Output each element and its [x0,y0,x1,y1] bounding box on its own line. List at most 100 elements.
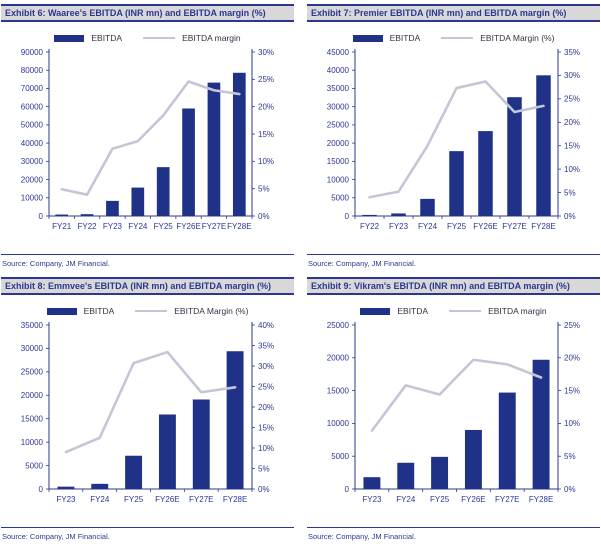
source-note: Source: Company, JM Financial. [2,259,110,268]
svg-text:0%: 0% [564,485,576,494]
svg-text:10000: 10000 [327,419,350,428]
svg-text:15%: 15% [258,130,274,139]
svg-text:20000: 20000 [327,139,350,148]
svg-text:35%: 35% [258,341,274,350]
svg-text:10000: 10000 [327,175,350,184]
svg-text:FY27E: FY27E [202,222,226,231]
svg-text:10%: 10% [564,419,580,428]
svg-text:35000: 35000 [327,84,350,93]
exhibit-title-bar: Exhibit 9: Vikram's EBITDA (INR mn) and … [307,277,600,295]
svg-text:FY22: FY22 [78,222,98,231]
chart-panel-premier: Exhibit 7: Premier EBITDA (INR mn) and E… [307,0,600,273]
ebitda-combo-chart: 0 5000 10000 15000 20000 25000 30000 35000 0% 5% 1… [21,321,274,504]
panel-footer: Source: Company, JM Financial. [1,254,294,273]
svg-text:15000: 15000 [327,386,350,395]
svg-text:25%: 25% [564,321,580,330]
svg-text:15%: 15% [258,423,274,432]
chart-legend: EBITDA EBITDA Margin (%) [307,32,600,44]
svg-text:0: 0 [345,212,350,221]
svg-text:20%: 20% [258,102,274,111]
ebitda-combo-chart: 0 5000 10000 15000 20000 25000 0% 5% 10% 15% 20% 25… [327,321,580,504]
chart-legend: EBITDA EBITDA margin [1,32,294,44]
svg-text:40000: 40000 [327,66,350,75]
svg-text:20000: 20000 [21,391,44,400]
svg-text:25%: 25% [258,382,274,391]
source-divider [1,254,294,255]
svg-text:45000: 45000 [327,48,350,57]
svg-text:FY25: FY25 [430,495,450,504]
legend-line-swatch [135,310,168,312]
exhibit-title-bar: Exhibit 7: Premier EBITDA (INR mn) and E… [307,4,600,22]
svg-text:FY22: FY22 [360,222,380,231]
svg-text:30000: 30000 [21,344,44,353]
legend-line-swatch [441,37,474,39]
legend-bar-swatch [46,307,77,315]
svg-text:0: 0 [39,212,44,221]
svg-text:60000: 60000 [21,102,44,111]
source-note: Source: Company, JM Financial. [308,532,416,541]
svg-text:40%: 40% [258,321,274,330]
legend-bar-swatch [360,307,391,315]
svg-text:0%: 0% [258,485,270,494]
svg-text:25%: 25% [258,75,274,84]
legend-bar-label: EBITDA [83,306,115,316]
svg-text:5000: 5000 [331,194,349,203]
svg-text:0: 0 [39,485,44,494]
svg-text:90000: 90000 [21,48,44,57]
svg-text:40000: 40000 [21,139,44,148]
legend-bar-label: EBITDA [91,33,123,43]
svg-text:FY24: FY24 [90,495,110,504]
svg-text:FY25: FY25 [154,222,174,231]
svg-text:5%: 5% [258,184,270,193]
svg-text:FY24: FY24 [128,222,148,231]
svg-text:10000: 10000 [21,438,44,447]
svg-text:20%: 20% [564,118,580,127]
svg-text:FY23: FY23 [362,495,382,504]
svg-text:FY24: FY24 [418,222,438,231]
svg-text:30%: 30% [258,48,274,57]
ebitda-combo-chart: 0 5000 10000 15000 20000 25000 30000 35000 40000… [327,48,580,231]
legend-line-swatch [143,37,176,39]
svg-text:FY26E: FY26E [176,222,200,231]
panel-footer: Source: Company, JM Financial. [1,527,294,546]
svg-text:25%: 25% [564,95,580,104]
svg-text:20%: 20% [564,354,580,363]
svg-text:25000: 25000 [21,368,44,377]
ebitda-combo-chart: 0 10000 20000 30000 40000 50000 60000 70000 8000… [21,48,274,231]
svg-text:FY25: FY25 [447,222,467,231]
svg-text:35000: 35000 [21,321,44,330]
svg-text:15000: 15000 [21,415,44,424]
svg-text:30%: 30% [258,362,274,371]
chart-legend: EBITDA EBITDA Margin (%) [1,305,294,317]
svg-text:0%: 0% [564,212,576,221]
svg-text:FY28E: FY28E [529,495,553,504]
svg-text:FY28E: FY28E [223,495,247,504]
svg-text:FY27E: FY27E [502,222,526,231]
svg-text:10000: 10000 [21,194,44,203]
svg-text:FY23: FY23 [103,222,123,231]
svg-text:FY25: FY25 [124,495,144,504]
legend-bar-label: EBITDA [397,306,429,316]
svg-text:FY23: FY23 [389,222,409,231]
source-divider [307,254,600,255]
legend-line-label: EBITDA Margin (%) [480,33,555,43]
svg-text:5%: 5% [564,452,576,461]
svg-text:FY26E: FY26E [473,222,497,231]
legend-line-label: EBITDA Margin (%) [174,306,249,316]
svg-text:5%: 5% [258,464,270,473]
panel-footer: Source: Company, JM Financial. [307,527,600,546]
source-divider [307,527,600,528]
svg-text:15000: 15000 [327,157,350,166]
svg-text:FY28E: FY28E [531,222,555,231]
svg-text:70000: 70000 [21,84,44,93]
svg-text:FY28E: FY28E [227,222,251,231]
svg-text:FY24: FY24 [396,495,416,504]
legend-line-label: EBITDA margin [182,33,241,43]
chart-panel-emmvee: Exhibit 8: Emmvee's EBITDA (INR mn) and … [1,273,294,546]
svg-text:0: 0 [345,485,350,494]
exhibit-title-bar: Exhibit 8: Emmvee's EBITDA (INR mn) and … [1,277,294,295]
panel-footer: Source: Company, JM Financial. [307,254,600,273]
exhibit-title: Exhibit 6: Waaree's EBITDA (INR mn) and … [5,8,266,18]
legend-bar-swatch [54,34,85,42]
